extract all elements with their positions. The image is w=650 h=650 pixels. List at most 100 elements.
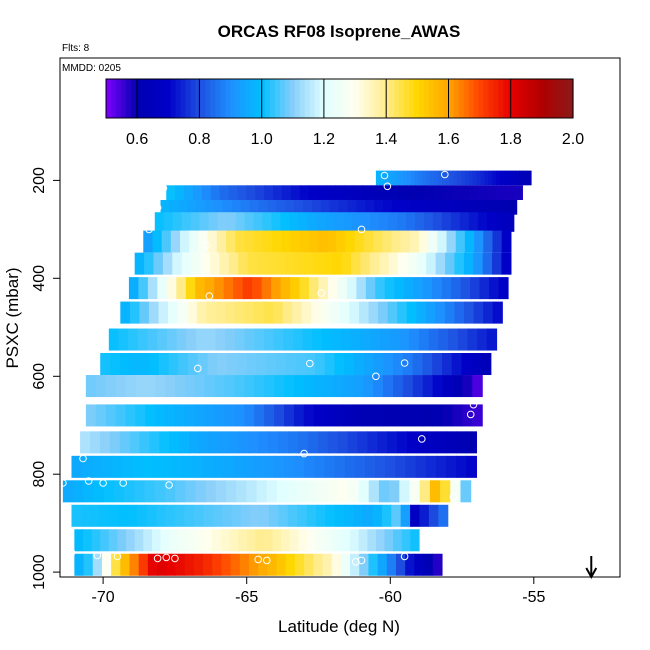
heatmap-cell [324,455,336,478]
heatmap-cell [90,504,101,527]
heatmap-cell [253,301,265,324]
heatmap-cell [189,431,200,454]
heatmap-cell [187,199,197,215]
heatmap-cell [218,431,230,454]
heatmap-cell [410,504,421,527]
heatmap-cell [470,277,481,300]
heatmap-cell [228,252,239,275]
heatmap-cell [206,301,217,324]
heatmap-cell [441,353,453,376]
heatmap-cell [214,404,226,427]
heatmap-cell [294,455,305,478]
colorbar-swatch [180,79,187,118]
sample-marker [125,262,133,271]
heatmap-cell [285,553,296,576]
heatmap-cell [175,404,186,427]
sample-marker [145,225,153,234]
heatmap-cell [333,375,345,398]
heatmap-cell [125,375,136,398]
heatmap-cell [377,431,388,454]
heatmap-cell [164,480,176,503]
sample-marker [254,555,263,564]
heatmap-cell [400,504,411,527]
heatmap-cell [460,480,472,503]
heatmap-cell [305,353,316,376]
heatmap-cell [185,277,196,300]
heatmap-cell [111,455,123,478]
heatmap-cell [194,375,206,398]
heatmap-cell [375,170,381,186]
heatmap-cell [273,455,285,478]
heatmap-cell [481,353,492,376]
heatmap-cell [99,431,111,454]
heatmap-cell [231,199,242,215]
heatmap-cell [307,212,317,232]
heatmap-cell [432,553,443,576]
heatmap-cell [385,455,397,478]
heatmap-cell [413,277,424,300]
heatmap-cell [436,431,448,454]
heatmap-cell [225,328,236,351]
colorbar-swatch [364,79,370,118]
heatmap-cell [415,212,425,232]
heatmap-cell [223,277,234,300]
heatmap-cell [73,480,84,503]
heatmap-cell [178,353,189,376]
heatmap-cell [280,277,291,300]
heatmap-cell [483,301,494,324]
heatmap-cell [82,529,93,552]
heatmap-cell [503,170,509,186]
sample-marker [171,554,179,563]
heatmap-cell [215,328,226,351]
heatmap-cell [294,252,305,275]
heatmap-cell [306,504,317,527]
heatmap-cell [379,185,390,200]
heatmap-cell [184,553,195,576]
heatmap-cell [175,553,186,576]
heatmap-cell [213,199,224,215]
heatmap-cell [111,553,121,576]
colorbar-swatch [458,79,465,118]
heatmap-cell [432,212,443,232]
heatmap-cell [124,480,135,503]
heatmap-cell [243,455,255,478]
heatmap-cell [406,212,416,232]
heatmap-cell [399,480,411,503]
heatmap-cell [336,230,347,253]
heatmap-cell [264,375,275,398]
heatmap-cell [365,277,376,300]
heatmap-cell [315,529,325,552]
heatmap-cell [172,212,183,232]
heatmap-cell [203,529,213,552]
heatmap-cell [172,455,184,478]
heatmap-cell [266,252,277,275]
heatmap-cell [203,504,214,527]
heatmap-cell [184,404,196,427]
heatmap-cell [186,328,197,351]
heatmap-cell [186,529,196,552]
colorbar-swatch [404,79,410,118]
heatmap-cell [297,504,308,527]
colorbar-swatch [548,79,554,118]
heatmap-cell [353,375,364,398]
heatmap-cell [351,328,362,351]
heatmap-cell [234,375,245,398]
heatmap-cell [445,170,451,186]
heatmap-cell [256,252,267,275]
heatmap-cell [154,212,165,232]
heatmap-cell [426,252,437,275]
colorbar-swatch [369,79,375,118]
heatmap-cell [132,455,143,478]
heatmap-cell [268,504,279,527]
heatmap-cell [377,553,388,576]
heatmap-cell [302,328,313,351]
heatmap-cell [298,431,309,454]
heatmap-cell [71,504,82,527]
heatmap-cell [264,404,275,427]
heatmap-cell [414,170,420,186]
heatmap-cell [454,252,465,275]
heatmap-cell [326,185,336,200]
heatmap-cell [473,301,484,324]
heatmap-cell [350,252,361,275]
sample-marker [162,553,171,562]
